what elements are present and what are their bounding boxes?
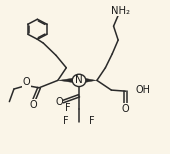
Text: OH: OH bbox=[136, 85, 151, 95]
Text: O: O bbox=[23, 77, 30, 87]
Text: N: N bbox=[75, 75, 83, 85]
Polygon shape bbox=[81, 78, 96, 83]
Polygon shape bbox=[59, 78, 77, 83]
Text: F: F bbox=[65, 103, 71, 113]
Text: O: O bbox=[121, 104, 129, 113]
Text: O: O bbox=[55, 97, 63, 107]
Text: F: F bbox=[63, 116, 69, 126]
Circle shape bbox=[72, 74, 86, 87]
Text: O: O bbox=[29, 100, 37, 110]
Text: NH₂: NH₂ bbox=[111, 6, 130, 16]
Text: F: F bbox=[89, 116, 95, 126]
